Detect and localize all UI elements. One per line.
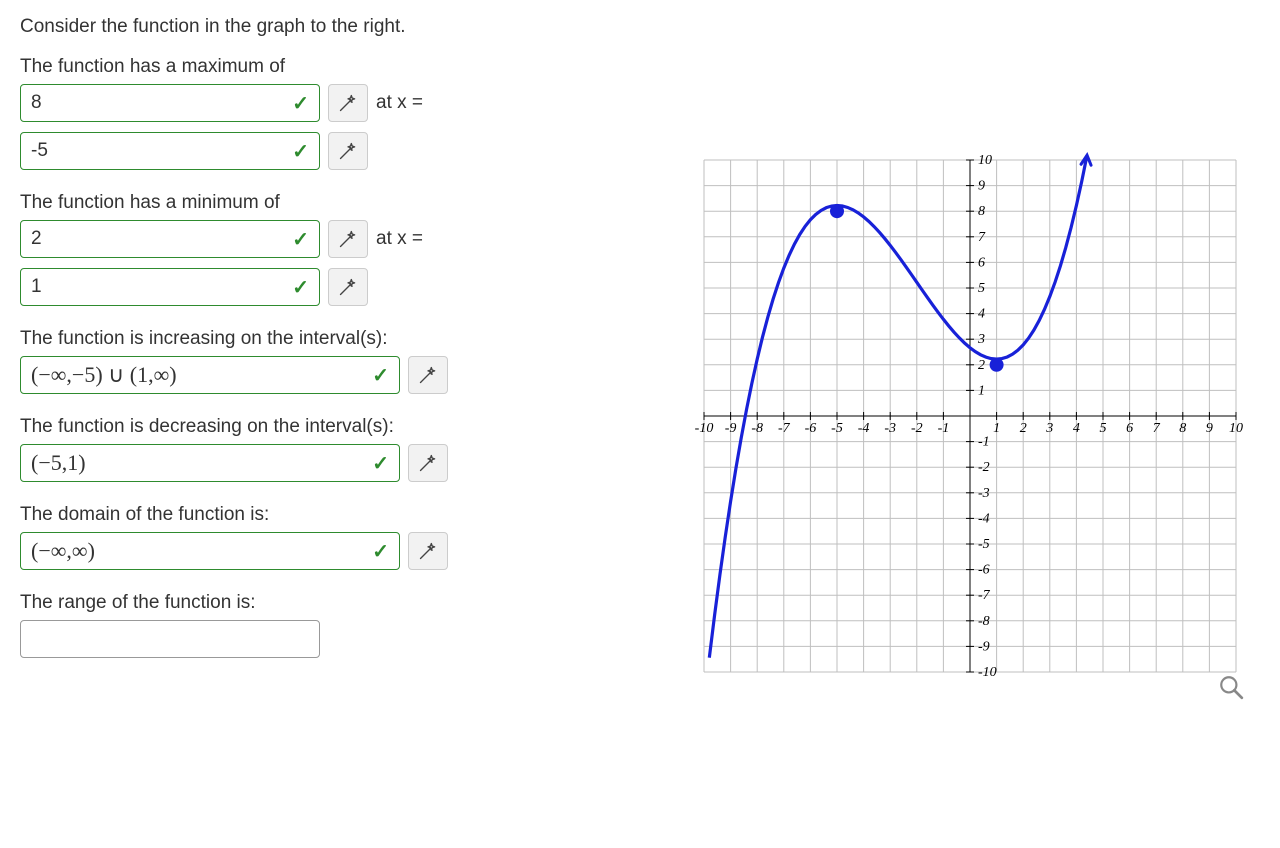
check-icon: ✓ xyxy=(292,227,309,252)
svg-text:7: 7 xyxy=(978,230,986,245)
svg-text:-5: -5 xyxy=(831,421,843,436)
input-range[interactable] xyxy=(20,620,320,658)
svg-text:-7: -7 xyxy=(778,421,791,436)
format-button[interactable] xyxy=(328,132,368,170)
question-increasing: The function is increasing on the interv… xyxy=(20,328,660,394)
wand-icon xyxy=(418,365,438,385)
svg-text:-8: -8 xyxy=(978,614,990,629)
format-button[interactable] xyxy=(408,444,448,482)
svg-text:-1: -1 xyxy=(938,421,950,436)
format-button[interactable] xyxy=(328,268,368,306)
check-icon: ✓ xyxy=(372,539,389,564)
wand-icon xyxy=(338,93,358,113)
svg-text:-10: -10 xyxy=(978,665,997,680)
input-max-value[interactable]: 8 ✓ xyxy=(20,84,320,122)
svg-text:-2: -2 xyxy=(911,421,923,436)
svg-text:5: 5 xyxy=(978,281,985,296)
check-icon: ✓ xyxy=(372,363,389,388)
label-domain: The domain of the function is: xyxy=(20,504,660,526)
prompt-text: Consider the function in the graph to th… xyxy=(20,16,660,38)
input-min-x[interactable]: 1 ✓ xyxy=(20,268,320,306)
format-button[interactable] xyxy=(408,356,448,394)
svg-text:4: 4 xyxy=(978,307,985,322)
svg-text:2: 2 xyxy=(1020,421,1027,436)
label-maximum: The function has a maximum of xyxy=(20,56,660,78)
svg-text:-9: -9 xyxy=(978,639,990,654)
label-minimum: The function has a minimum of xyxy=(20,192,660,214)
svg-text:6: 6 xyxy=(1126,421,1133,436)
format-button[interactable] xyxy=(328,84,368,122)
input-decreasing[interactable]: (−5,1) ✓ xyxy=(20,444,400,482)
svg-text:7: 7 xyxy=(1153,421,1161,436)
label-decreasing: The function is decreasing on the interv… xyxy=(20,416,660,438)
svg-text:-7: -7 xyxy=(978,588,991,603)
svg-text:3: 3 xyxy=(1045,421,1053,436)
check-icon: ✓ xyxy=(292,275,309,300)
zoom-icon[interactable] xyxy=(1218,674,1244,700)
svg-text:9: 9 xyxy=(1206,421,1213,436)
wand-icon xyxy=(338,141,358,161)
wand-icon xyxy=(418,541,438,561)
svg-text:8: 8 xyxy=(978,204,985,219)
question-range: The range of the function is: xyxy=(20,592,660,658)
svg-text:-3: -3 xyxy=(978,486,990,501)
svg-text:-9: -9 xyxy=(725,421,737,436)
svg-text:-3: -3 xyxy=(884,421,896,436)
svg-text:-4: -4 xyxy=(858,421,870,436)
svg-text:4: 4 xyxy=(1073,421,1080,436)
svg-text:10: 10 xyxy=(978,153,992,168)
svg-text:-6: -6 xyxy=(805,421,817,436)
check-icon: ✓ xyxy=(372,451,389,476)
svg-text:2: 2 xyxy=(978,358,985,373)
question-decreasing: The function is decreasing on the interv… xyxy=(20,416,660,482)
wand-icon xyxy=(418,453,438,473)
input-min-value[interactable]: 2 ✓ xyxy=(20,220,320,258)
question-domain: The domain of the function is: (−∞,∞) ✓ xyxy=(20,504,660,570)
wand-icon xyxy=(338,229,358,249)
svg-text:9: 9 xyxy=(978,179,985,194)
svg-text:-5: -5 xyxy=(978,537,990,552)
svg-text:-8: -8 xyxy=(751,421,763,436)
label-range: The range of the function is: xyxy=(20,592,660,614)
question-maximum: The function has a maximum of 8 ✓ at x =… xyxy=(20,56,660,170)
svg-text:-10: -10 xyxy=(695,421,714,436)
svg-text:10: 10 xyxy=(1229,421,1243,436)
svg-text:6: 6 xyxy=(978,255,985,270)
question-minimum: The function has a minimum of 2 ✓ at x =… xyxy=(20,192,660,306)
input-increasing[interactable]: (−∞,−5) ∪ (1,∞) ✓ xyxy=(20,356,400,394)
svg-text:8: 8 xyxy=(1179,421,1186,436)
label-increasing: The function is increasing on the interv… xyxy=(20,328,660,350)
svg-text:1: 1 xyxy=(993,421,1000,436)
function-graph: -10-9-8-7-6-5-4-3-2-112345678910-10-9-8-… xyxy=(690,146,1250,706)
wand-icon xyxy=(338,277,358,297)
svg-text:5: 5 xyxy=(1100,421,1107,436)
svg-text:-2: -2 xyxy=(978,460,990,475)
format-button[interactable] xyxy=(408,532,448,570)
svg-text:1: 1 xyxy=(978,383,985,398)
svg-text:-1: -1 xyxy=(978,435,990,450)
format-button[interactable] xyxy=(328,220,368,258)
input-max-x[interactable]: -5 ✓ xyxy=(20,132,320,170)
svg-text:-6: -6 xyxy=(978,563,990,578)
check-icon: ✓ xyxy=(292,139,309,164)
svg-text:-4: -4 xyxy=(978,511,990,526)
at-x-label: at x = xyxy=(376,228,423,250)
at-x-label: at x = xyxy=(376,92,423,114)
graph-svg: -10-9-8-7-6-5-4-3-2-112345678910-10-9-8-… xyxy=(690,146,1250,686)
svg-text:3: 3 xyxy=(977,332,985,347)
check-icon: ✓ xyxy=(292,91,309,116)
input-domain[interactable]: (−∞,∞) ✓ xyxy=(20,532,400,570)
